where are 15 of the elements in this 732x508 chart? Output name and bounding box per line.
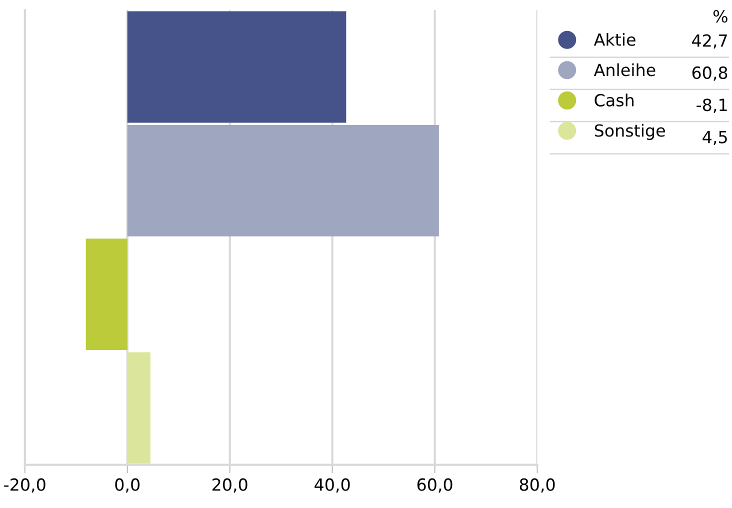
text: -8,1	[696, 98, 727, 113]
text: 42,7	[692, 34, 727, 49]
legend-label: Sonstige	[594, 124, 665, 140]
legend-label: Anleihe	[594, 63, 656, 76]
text: 4,5	[702, 130, 727, 146]
x-tick-label: 80,0	[520, 478, 555, 493]
text: %	[713, 10, 728, 23]
x-tick-label: -20,0	[4, 478, 46, 493]
x-tick-label: 0,0	[115, 478, 140, 493]
x-tick-label: 60,0	[417, 478, 452, 493]
x-tick-label: 40,0	[314, 478, 350, 493]
text: 60,8	[692, 66, 728, 81]
x-tick-label: 20,0	[212, 478, 248, 493]
legend-label: Aktie	[594, 33, 636, 46]
legend-label: Cash	[594, 94, 634, 107]
